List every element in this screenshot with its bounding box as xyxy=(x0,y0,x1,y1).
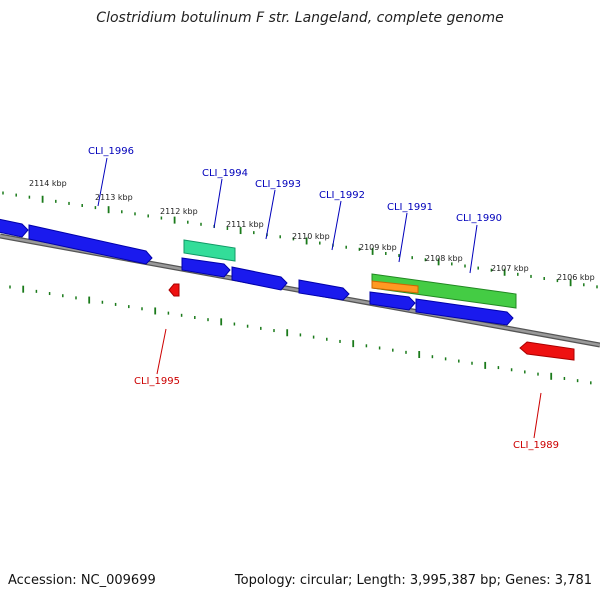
feature-bar-teal[interactable] xyxy=(183,239,236,262)
gene-label-cli-1992[interactable]: CLI_1992 xyxy=(319,190,365,201)
label-connectors xyxy=(97,157,542,439)
kbp-label-2112: 2112 kbp xyxy=(160,207,198,216)
kbp-label-2108: 2108 kbp xyxy=(425,254,463,263)
gene-label-cli-1989[interactable]: CLI_1989 xyxy=(513,440,559,451)
kbp-label-2106: 2106 kbp xyxy=(557,273,595,282)
kbp-label-2110: 2110 kbp xyxy=(292,232,330,241)
gene-arrow-cli-1995[interactable] xyxy=(168,283,180,297)
scale-ticks-inner xyxy=(9,285,592,385)
gene-label-cli-1993[interactable]: CLI_1993 xyxy=(255,179,301,190)
gene-label-cli-1996[interactable]: CLI_1996 xyxy=(88,146,134,157)
kbp-label-2114: 2114 kbp xyxy=(29,179,67,188)
gene-label-cli-1994[interactable]: CLI_1994 xyxy=(202,168,248,179)
kbp-label-2111: 2111 kbp xyxy=(226,220,264,229)
gene-arrow-cli-1989[interactable] xyxy=(519,341,575,361)
kbp-label-2113: 2113 kbp xyxy=(95,193,133,202)
gene-arrow-cli-1996[interactable] xyxy=(28,224,153,265)
gene-label-cli-1991[interactable]: CLI_1991 xyxy=(387,202,433,213)
forward-genes xyxy=(0,218,514,326)
kbp-label-2109: 2109 kbp xyxy=(359,243,397,252)
gene-arrow-cli-1992[interactable] xyxy=(298,279,350,301)
gene-label-cli-1990[interactable]: CLI_1990 xyxy=(456,213,502,224)
gene-arrow-edge[interactable] xyxy=(0,218,29,238)
accession-text: Accession: NC_009699 xyxy=(8,573,156,588)
gene-label-cli-1995[interactable]: CLI_1995 xyxy=(134,376,180,387)
scale-ticks-outer xyxy=(2,191,598,289)
map-title: Clostridium botulinum F str. Langeland, … xyxy=(96,10,504,26)
gene-arrow-cli-1991[interactable] xyxy=(369,291,416,311)
feature-bar-orange[interactable] xyxy=(371,280,419,294)
gene-arrow-a[interactable] xyxy=(181,257,231,278)
gene-arrow-cli-1993[interactable] xyxy=(231,266,288,291)
kbp-label-2107: 2107 kbp xyxy=(491,264,529,273)
topology-text: Topology: circular; Length: 3,995,387 bp… xyxy=(234,573,592,588)
gene-arrow-cli-1990[interactable] xyxy=(415,298,514,326)
